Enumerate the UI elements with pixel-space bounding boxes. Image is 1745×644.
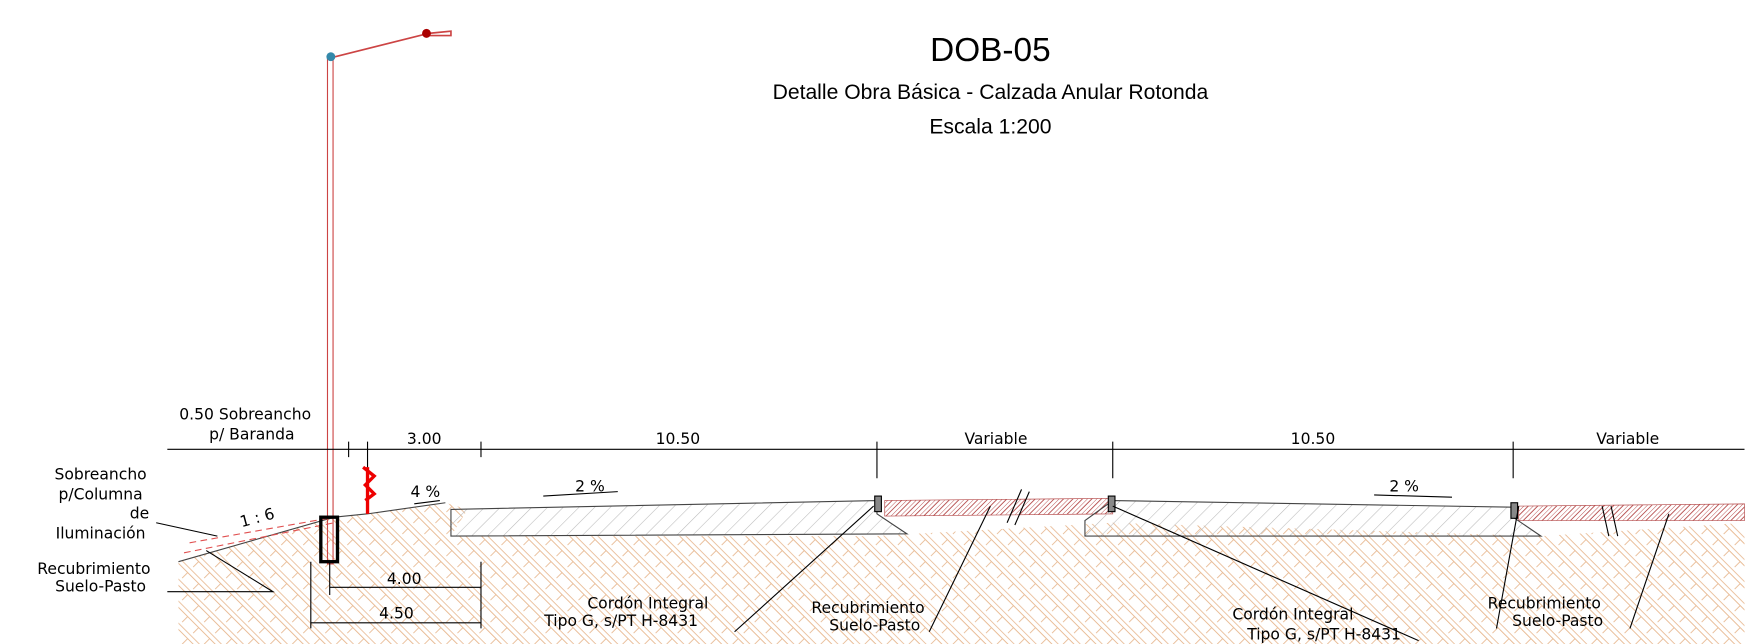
label: Iluminación (56, 524, 146, 542)
scale: Escala 1:200 (929, 115, 1051, 138)
label: Suelo-Pasto (1512, 612, 1603, 630)
label: Cordón Integral (587, 594, 708, 612)
label: Recubrimiento (37, 560, 150, 578)
label: Tipo G, s/PT H-8431 (1246, 626, 1401, 644)
label: Suelo-Pasto (829, 617, 920, 635)
label: Suelo-Pasto (55, 578, 146, 596)
dimension: 10.50 (1291, 430, 1336, 448)
slope: 2 % (575, 478, 605, 496)
label: de (130, 504, 149, 522)
label: Recubrimiento (1488, 594, 1601, 612)
title: DOB-05 (930, 32, 1051, 69)
label: p/ Baranda (209, 425, 295, 443)
dimension: 3.00 (407, 430, 442, 448)
subtitle: Detalle Obra Básica - Calzada Anular Rot… (773, 81, 1209, 104)
slope: 4 % (411, 483, 441, 501)
dimension: Variable (1596, 430, 1659, 448)
label: Sobreancho (54, 465, 146, 483)
dimension: 4.00 (387, 570, 422, 588)
dimension: 10.50 (656, 430, 701, 448)
drawing: DOB-05 Detalle Obra Básica - Calzada Anu… (0, 0, 1745, 644)
label: Tipo G, s/PT H-8431 (543, 612, 698, 630)
label: Cordón Integral (1232, 606, 1353, 624)
dimension: 4.50 (379, 604, 414, 622)
label: 0.50 Sobreancho (179, 405, 311, 423)
slope: 2 % (1389, 478, 1419, 496)
label: p/Columna (58, 485, 142, 503)
slope: 1 : 6 (238, 505, 276, 531)
label: Recubrimiento (811, 599, 924, 617)
dimension: Variable (964, 430, 1027, 448)
